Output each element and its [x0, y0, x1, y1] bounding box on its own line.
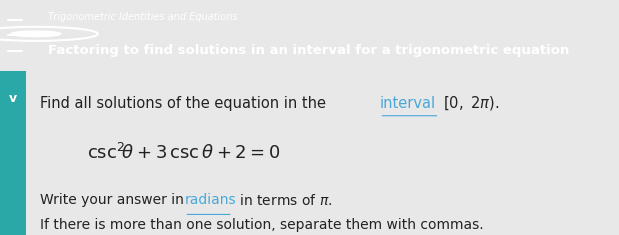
Text: Find all solutions of the equation in the: Find all solutions of the equation in th… [40, 96, 331, 111]
Circle shape [11, 31, 61, 37]
Text: $\mathrm{csc}^2\!\theta + 3\,\mathrm{csc}\,\theta + 2 = 0$: $\mathrm{csc}^2\!\theta + 3\,\mathrm{csc… [87, 143, 280, 163]
Text: $[0,\ 2\pi).$: $[0,\ 2\pi).$ [443, 94, 499, 112]
Text: radians: radians [184, 193, 236, 208]
Text: Trigonometric Identities and Equations: Trigonometric Identities and Equations [48, 12, 237, 22]
FancyBboxPatch shape [0, 70, 26, 235]
Text: interval: interval [379, 96, 436, 111]
Text: If there is more than one solution, separate them with commas.: If there is more than one solution, sepa… [40, 218, 484, 232]
Text: in terms of $\pi$.: in terms of $\pi$. [235, 193, 332, 208]
Text: v: v [9, 92, 17, 105]
Text: Factoring to find solutions in an interval for a trigonometric equation: Factoring to find solutions in an interv… [48, 44, 569, 57]
Text: Write your answer in: Write your answer in [40, 193, 188, 208]
